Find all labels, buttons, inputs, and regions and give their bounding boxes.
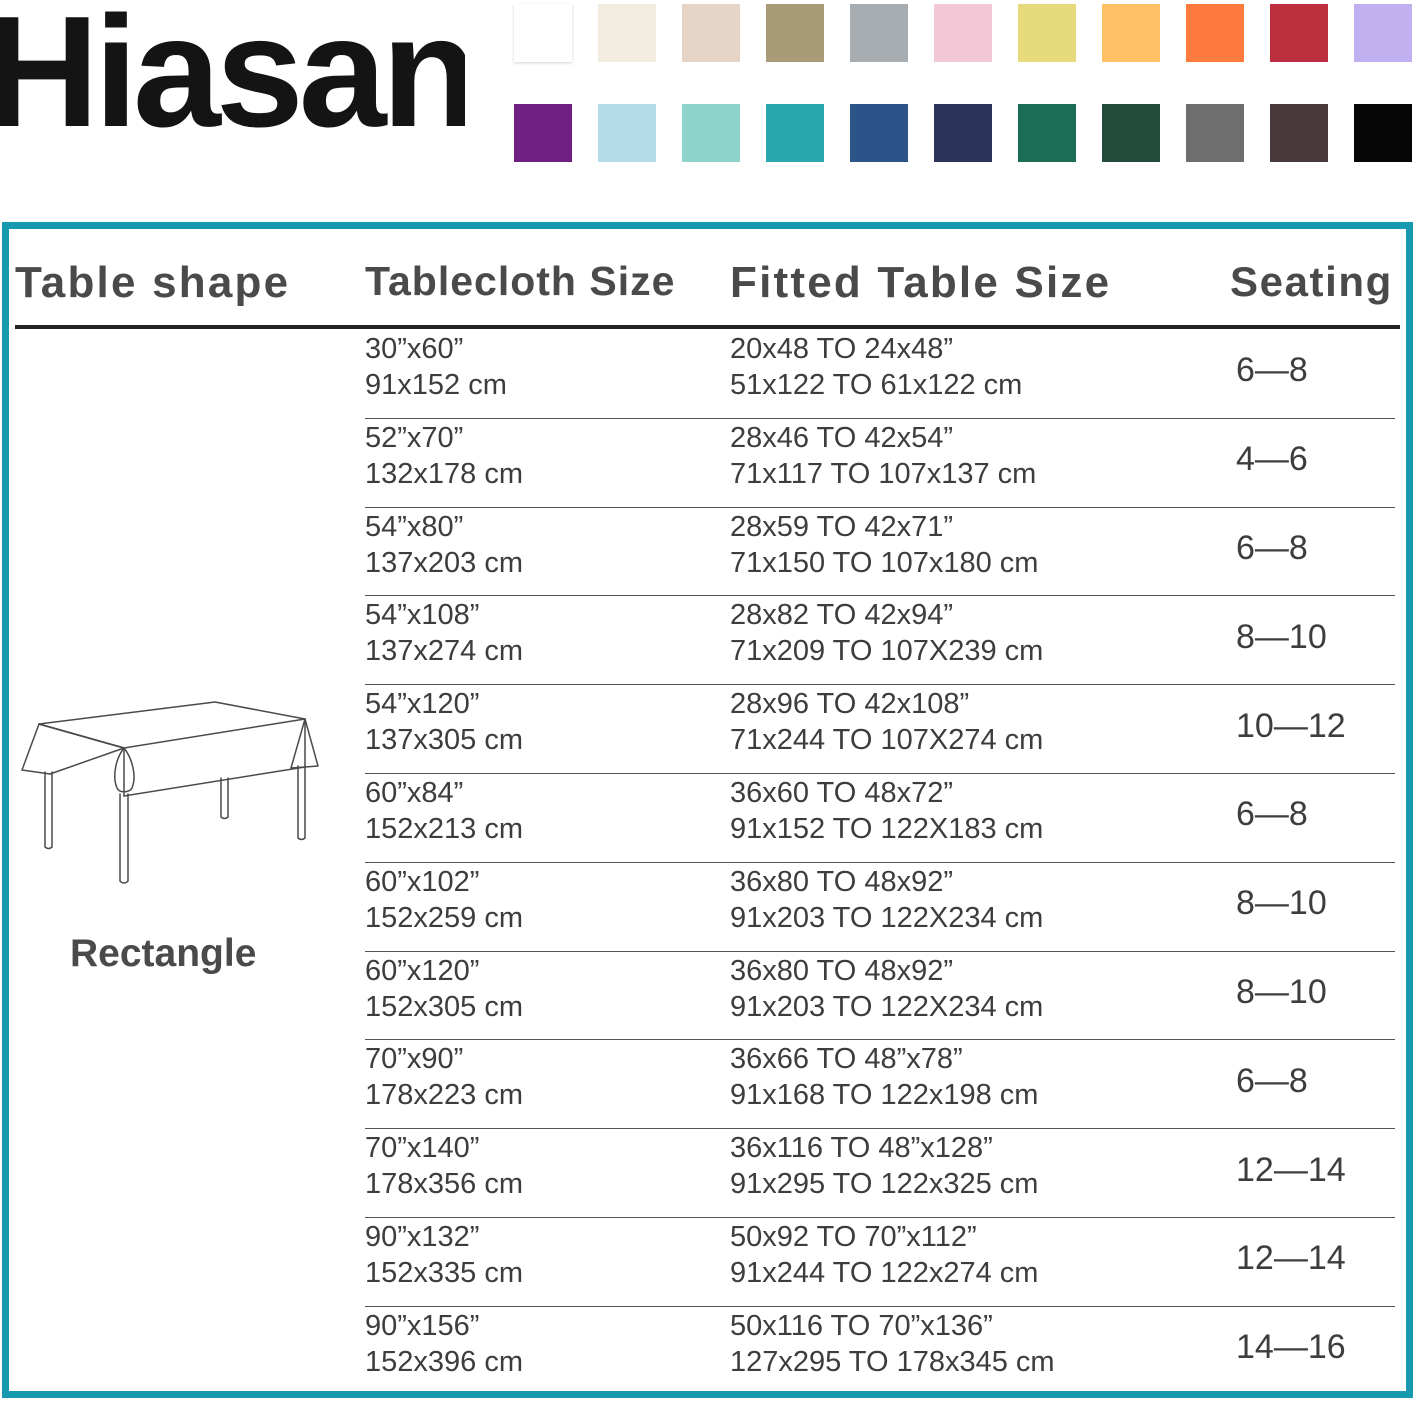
svg-text:Hiasan: Hiasan <box>0 0 465 160</box>
